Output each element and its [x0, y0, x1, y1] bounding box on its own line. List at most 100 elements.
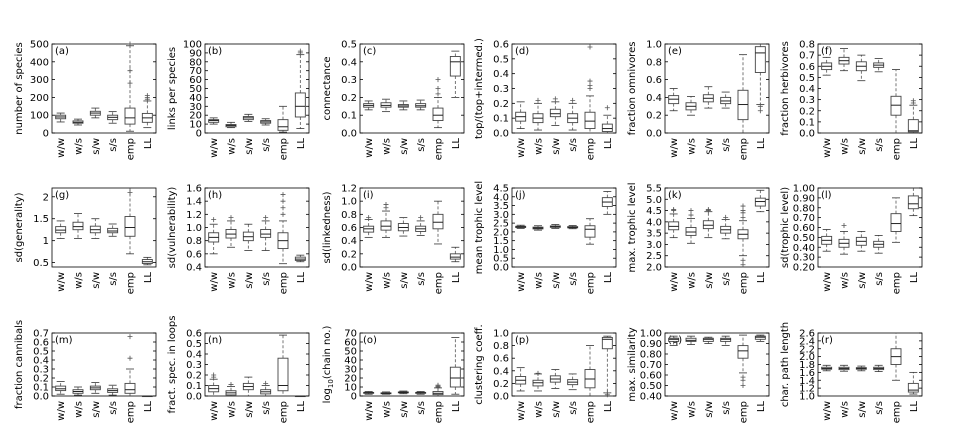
y-tick-label: 0: [43, 129, 49, 140]
y-tick-label: 0.60: [793, 223, 815, 234]
box-w-w: [668, 335, 680, 347]
panel-label: (l): [821, 190, 832, 201]
box-w-w: [515, 224, 527, 229]
y-tick-label: 0.1: [493, 114, 509, 125]
x-category-label: s/s: [568, 401, 579, 415]
y-axis-label: top/(top+intermed.): [474, 38, 485, 139]
x-category-label: s/w: [704, 272, 715, 289]
y-axis-label: max. similarity: [627, 327, 638, 401]
x-category-label: emp: [434, 138, 445, 160]
box-LL: [601, 335, 613, 398]
x-category-label: w/w: [669, 138, 680, 158]
box-iqr: [124, 107, 136, 125]
box-s-w: [702, 86, 714, 109]
box-s-s: [873, 234, 885, 254]
y-tick-label: 200: [30, 93, 49, 104]
y-axis-label: sd(generality): [14, 192, 25, 262]
panel-label: (r): [821, 335, 833, 346]
panel-label: (a): [55, 46, 69, 57]
box-emp: [737, 203, 749, 268]
flier-point: [228, 215, 234, 221]
box-emp: [277, 192, 289, 265]
y-tick-label: 0.4: [341, 57, 357, 68]
y-tick-label: 1.8: [799, 360, 815, 371]
y-axis-label: fract. spec. in loops: [167, 316, 178, 414]
x-category-label: w/s: [227, 401, 238, 418]
flier-point: [228, 381, 234, 387]
x-category-label: w/s: [74, 138, 85, 155]
x-category-label: w/w: [822, 138, 833, 158]
box-s-w: [242, 113, 254, 122]
y-tick-label: 0.0: [341, 263, 357, 274]
y-tick-label: 60: [189, 75, 202, 86]
flier-point: [435, 91, 441, 97]
box-w-s: [380, 201, 392, 238]
box-s-s: [873, 364, 885, 372]
plot-frame: [664, 43, 770, 134]
plot-frame: [204, 43, 310, 134]
box-w-w: [668, 88, 680, 112]
flier-point: [435, 77, 441, 83]
y-tick-label: 1.0: [186, 223, 202, 234]
y-tick-label: 0.1: [33, 383, 49, 394]
y-tick-label: 100: [183, 40, 202, 51]
y-tick-label: 0.0: [33, 392, 49, 403]
box-w-s: [72, 213, 84, 239]
box-iqr: [907, 195, 919, 210]
box-s-s: [107, 384, 119, 396]
y-tick-label: 0.4: [799, 84, 815, 95]
y-tick-label: 90: [189, 48, 202, 59]
panel-j: 0.00.51.01.52.02.53.03.54.04.5 mean troph…: [474, 181, 617, 294]
y-tick-label: 2.6: [799, 329, 815, 340]
y-tick-label: 0.1: [341, 111, 357, 122]
box-iqr: [294, 92, 306, 118]
panel-label: (f): [821, 46, 832, 57]
box-w-w: [208, 372, 220, 397]
y-tick-label: 0.60: [640, 371, 662, 382]
x-category-label: w/s: [534, 401, 545, 418]
y-tick-label: 0.4: [493, 69, 509, 80]
y-tick-label: 40: [189, 93, 202, 104]
box-s-s: [260, 118, 272, 126]
y-tick-label: 4.5: [493, 184, 509, 195]
flier-point: [280, 211, 286, 217]
box-emp: [124, 41, 136, 132]
x-category-label: s/s: [261, 138, 272, 152]
box-LL: [449, 246, 461, 263]
y-tick-label: 10: [344, 383, 357, 394]
box-w-w: [363, 391, 375, 395]
box-w-w: [55, 381, 67, 395]
y-tick-label: 0.3: [33, 365, 49, 376]
box-w-w: [363, 215, 375, 238]
x-category-label: w/w: [56, 401, 67, 421]
x-category-label: w/s: [840, 401, 851, 418]
y-tick-label: 0.30: [793, 253, 815, 264]
box-s-w: [89, 218, 101, 239]
flier-point: [127, 41, 133, 47]
panel-label: (c): [363, 46, 376, 57]
y-axis-label: mean trophic level: [474, 181, 485, 274]
flier-point: [435, 86, 441, 91]
x-category-label: w/s: [74, 401, 85, 418]
y-tick-label: 0.5: [493, 254, 509, 265]
panel-label: (m): [55, 335, 73, 346]
x-category-label: w/w: [364, 272, 375, 292]
y-tick-label: 0.6: [186, 329, 202, 340]
flier-point: [535, 97, 541, 103]
y-tick-label: 0.6: [186, 249, 202, 260]
y-tick-label: 1.0: [493, 329, 509, 340]
box-w-w: [55, 220, 67, 239]
box-LL: [141, 256, 153, 266]
x-category-label: emp: [739, 272, 750, 294]
y-tick-label: 0.4: [646, 93, 662, 104]
box-LL: [907, 98, 919, 134]
box-iqr: [584, 111, 596, 129]
flier-point: [671, 206, 677, 212]
y-tick-label: 0.6: [646, 75, 662, 86]
y-tick-label: 2.0: [493, 227, 509, 238]
x-category-label: emp: [586, 401, 597, 423]
y-axis-label: sd(vulnerability): [167, 187, 178, 269]
box-iqr: [449, 366, 461, 388]
y-tick-label: 0.3: [799, 95, 815, 106]
panel-a: 0 100 200 300 400 500 number of species (a) w/w w…: [14, 40, 157, 160]
